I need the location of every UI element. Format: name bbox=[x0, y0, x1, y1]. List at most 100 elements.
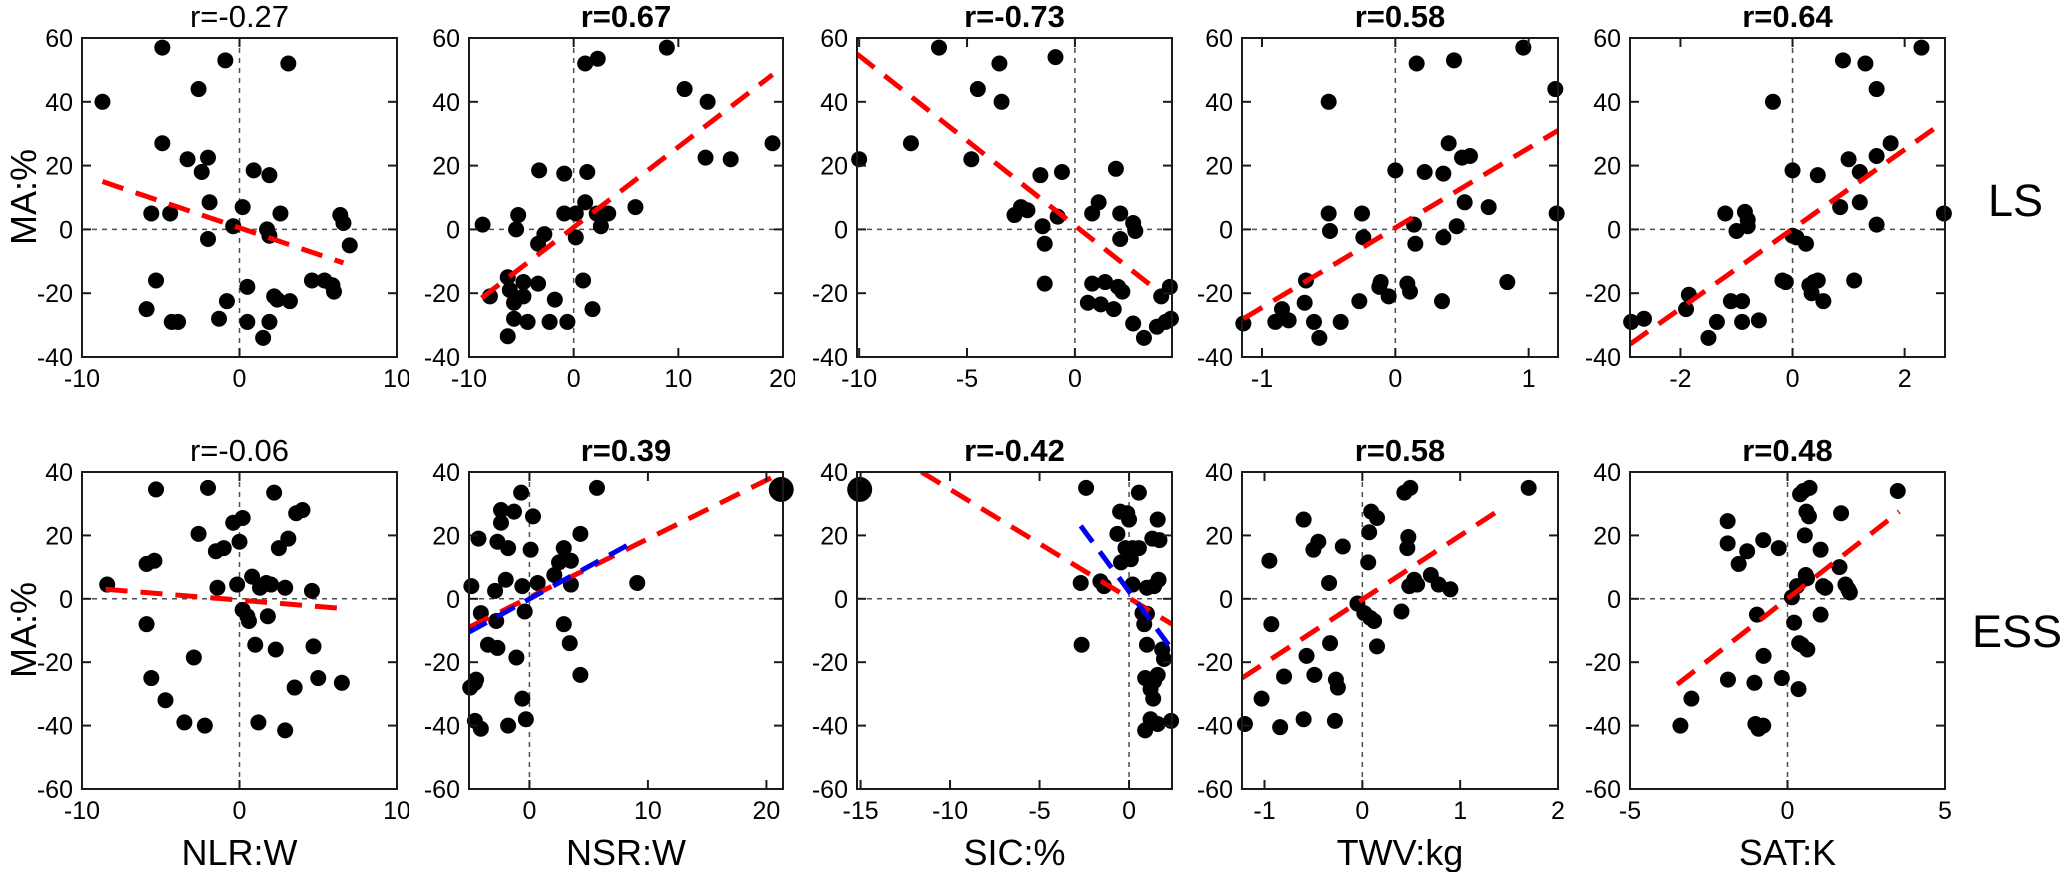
scatter-point bbox=[1409, 576, 1426, 593]
scatter-point bbox=[1321, 574, 1338, 591]
scatter-point bbox=[722, 151, 739, 168]
y-tick-label: -20 bbox=[1197, 649, 1233, 677]
scatter-point bbox=[310, 670, 327, 687]
scatter-point bbox=[1145, 690, 1162, 707]
scatter-point bbox=[572, 666, 589, 683]
scatter-point bbox=[157, 692, 174, 709]
trend-layer bbox=[920, 472, 1172, 652]
scatter-point bbox=[1261, 552, 1278, 569]
scatter-point bbox=[190, 525, 207, 542]
scatter-point bbox=[699, 93, 716, 110]
scatter-point bbox=[506, 294, 523, 311]
y-tick-label: 40 bbox=[1593, 459, 1621, 487]
y-tick-label: 20 bbox=[820, 153, 848, 181]
scatter-point bbox=[1832, 199, 1849, 216]
scatter-point bbox=[234, 199, 251, 216]
scatter-point bbox=[627, 199, 644, 216]
scatter-point bbox=[209, 579, 226, 596]
y-tick-label: 20 bbox=[45, 522, 73, 550]
scatter-point bbox=[546, 567, 563, 584]
scatter-point bbox=[1019, 202, 1036, 219]
scatter-point bbox=[1387, 162, 1404, 179]
y-tick-label: 0 bbox=[1607, 216, 1621, 244]
scatter-point bbox=[1095, 578, 1112, 595]
scatter-point bbox=[1320, 93, 1337, 110]
plot-border bbox=[468, 471, 784, 790]
y-tick-label: -60 bbox=[1585, 776, 1621, 804]
scatter-point bbox=[154, 135, 171, 152]
scatter-point bbox=[1034, 218, 1051, 235]
scatter-point bbox=[1306, 666, 1323, 683]
scatter-point bbox=[1734, 293, 1751, 310]
scatter-point bbox=[138, 616, 155, 633]
scatter-point bbox=[991, 55, 1008, 72]
subplot-title: r=0.64 bbox=[1742, 0, 1833, 34]
trend-layer bbox=[1630, 123, 1940, 347]
y-tick-label: 0 bbox=[1607, 586, 1621, 614]
scatter-point bbox=[138, 301, 155, 318]
scatter-point bbox=[567, 205, 584, 222]
subplot-ess-twv: -1 0 1 2 -60 -40 -20 0 20 40 r=0.58 TWV:kg bbox=[1197, 434, 1565, 872]
scatter-point bbox=[239, 278, 256, 295]
scatter-point bbox=[1700, 329, 1717, 346]
scatter-point bbox=[1548, 205, 1565, 222]
subplot-title: r=-0.27 bbox=[190, 0, 289, 34]
scatter-point bbox=[969, 81, 986, 98]
scatter-point bbox=[1380, 288, 1397, 305]
scatter-point bbox=[472, 720, 489, 737]
scatter-point bbox=[215, 540, 232, 557]
scatter-point bbox=[1623, 313, 1640, 330]
scatter-point bbox=[1360, 554, 1377, 571]
scatter-point bbox=[1750, 312, 1767, 329]
scatter-point bbox=[1790, 681, 1807, 698]
y-tick-label: 40 bbox=[45, 89, 73, 117]
scatter-point bbox=[255, 329, 272, 346]
scatter-point bbox=[1770, 540, 1787, 557]
scatter-point bbox=[94, 93, 111, 110]
plot-border bbox=[856, 471, 1173, 790]
scatter-point bbox=[1803, 285, 1820, 302]
scatter-point bbox=[1801, 479, 1818, 496]
scatter-point bbox=[1326, 712, 1343, 729]
scatter-point bbox=[1162, 310, 1179, 327]
x-tick-label: 10 bbox=[383, 797, 409, 825]
scatter-point bbox=[1547, 81, 1564, 98]
plot-border bbox=[856, 37, 1173, 358]
scatter-point bbox=[218, 293, 235, 310]
scatter-point bbox=[1678, 301, 1695, 318]
scatter-point bbox=[529, 574, 546, 591]
scatter-point bbox=[294, 502, 311, 519]
scatter-point bbox=[1755, 532, 1772, 549]
scatter-point bbox=[1153, 288, 1170, 305]
scatter-point bbox=[1305, 541, 1322, 558]
scatter-point bbox=[1112, 205, 1129, 222]
y-tick-label: 0 bbox=[834, 586, 848, 614]
scatter-point bbox=[697, 149, 714, 166]
x-tick-label: 0 bbox=[1388, 365, 1402, 393]
scatter-point bbox=[575, 272, 592, 289]
scatter-point-large bbox=[768, 476, 794, 502]
scatter-point bbox=[143, 205, 160, 222]
scatter-point bbox=[1730, 555, 1747, 572]
subplot-title: r=0.58 bbox=[1355, 434, 1446, 468]
y-tick-label: -20 bbox=[424, 649, 460, 677]
y-tick-label: 20 bbox=[45, 153, 73, 181]
y-tick-label: -40 bbox=[37, 713, 73, 741]
scatter-point bbox=[1393, 603, 1410, 620]
scatter-point bbox=[185, 649, 202, 666]
scatter-point bbox=[500, 717, 517, 734]
scatter-point bbox=[1402, 283, 1418, 300]
x-tick-label: 1 bbox=[1522, 365, 1536, 393]
scatter-point bbox=[225, 218, 242, 235]
scatter-point bbox=[567, 229, 584, 246]
y-tick-label: -20 bbox=[1197, 280, 1233, 308]
scatter-point bbox=[1107, 160, 1124, 177]
scatter-point bbox=[1796, 527, 1813, 544]
y-tick-label: 40 bbox=[432, 89, 460, 117]
scatter-point bbox=[658, 39, 675, 56]
x-tick-label: 2 bbox=[1898, 365, 1912, 393]
trend-layer bbox=[1242, 128, 1558, 321]
subplot-ess-nsr: 0 10 20 -60 -40 -20 0 20 40 r=0.39 NSR:W bbox=[424, 434, 794, 872]
scatter-point bbox=[1717, 205, 1734, 222]
